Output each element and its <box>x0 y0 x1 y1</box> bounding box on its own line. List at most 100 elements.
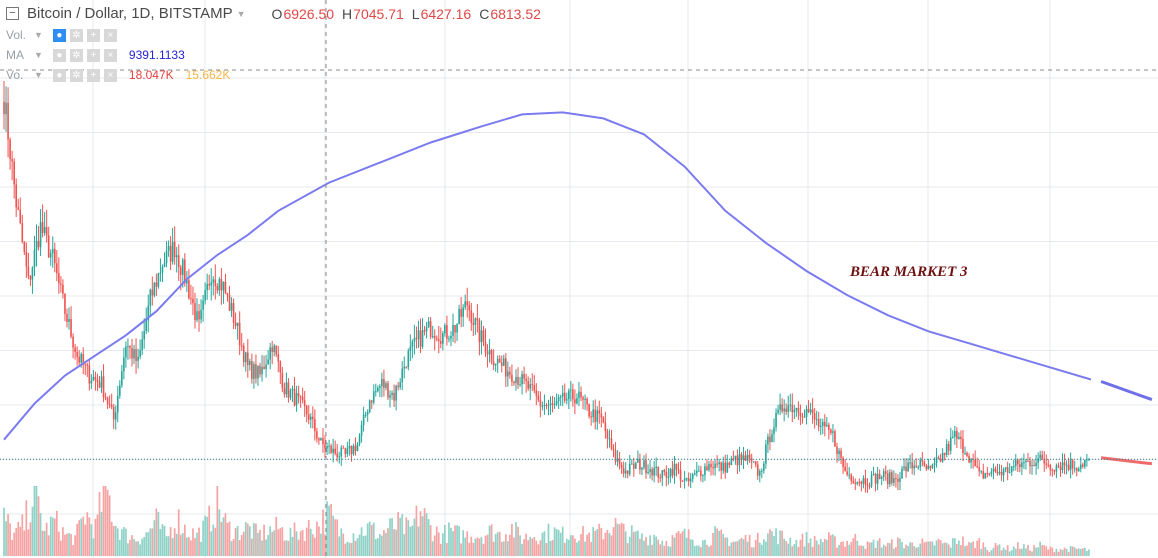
volume-bar <box>437 532 440 556</box>
volume-bar <box>527 540 530 556</box>
volume-bar <box>927 541 930 556</box>
volume-bar <box>919 543 922 556</box>
plus-icon[interactable]: + <box>86 68 100 82</box>
candle-body <box>267 359 269 365</box>
candle-body <box>405 366 408 368</box>
candle-body <box>608 438 611 440</box>
candle-body <box>647 472 649 474</box>
volume-bar <box>283 540 286 556</box>
volume-bar <box>641 533 643 556</box>
candle-body <box>255 364 257 379</box>
volume-bar <box>214 527 217 556</box>
volume-bar <box>781 530 783 556</box>
volume-bar <box>866 541 869 556</box>
candle-body <box>935 457 938 464</box>
indicator-row-ma[interactable]: MA ▼ ● ✲ + × 9391.1133 <box>6 48 185 62</box>
candle-body <box>765 444 767 464</box>
candle-body <box>368 400 371 413</box>
eye-icon[interactable]: ● <box>52 68 66 82</box>
volume-bar <box>836 547 838 556</box>
candle-body <box>17 207 20 210</box>
close-icon[interactable]: × <box>103 68 117 82</box>
volume-bar <box>681 531 684 556</box>
candle-body <box>244 352 247 363</box>
candle-body <box>748 454 751 459</box>
volume-bar <box>925 541 928 556</box>
volume-bar <box>708 546 710 556</box>
volume-bar <box>722 533 725 556</box>
candle-body <box>387 383 389 398</box>
candle-body <box>1063 462 1066 466</box>
indicator-name[interactable]: MA <box>6 48 24 62</box>
indicator-row-volume[interactable]: Vo. ▼ ● ✲ + × 18.047K 15.662K <box>6 68 230 82</box>
candle-body <box>1037 458 1039 463</box>
candle-body <box>738 454 741 466</box>
volume-bar <box>240 535 243 556</box>
volume-bar <box>647 545 649 556</box>
eye-icon[interactable]: ● <box>52 28 66 42</box>
candle-body <box>346 448 349 454</box>
candle-body <box>470 310 473 324</box>
candle-body <box>610 438 613 449</box>
volume-bar <box>496 532 499 556</box>
volume-bar <box>385 532 387 556</box>
indicator-name[interactable]: Vo. <box>6 68 24 82</box>
volume-bar <box>962 536 964 556</box>
volume-bar <box>376 538 379 556</box>
close-icon[interactable]: × <box>103 48 117 62</box>
candle-body <box>285 382 288 395</box>
candle-body <box>444 325 446 334</box>
chevron-down-icon[interactable]: ▼ <box>236 8 246 19</box>
candle-body <box>279 361 282 373</box>
volume-bar <box>1037 547 1039 556</box>
chart-title[interactable]: Bitcoin / Dollar, 1D, BITSTAMP <box>27 5 233 22</box>
volume-bar <box>565 538 568 556</box>
plus-icon[interactable]: + <box>86 48 100 62</box>
candle-body <box>834 431 836 447</box>
candle-body <box>76 351 78 357</box>
volume-bar <box>858 545 861 556</box>
candle-body <box>726 462 729 473</box>
volume-bar <box>661 540 664 556</box>
candle-body <box>502 358 505 366</box>
chevron-down-icon[interactable]: ▼ <box>34 70 43 80</box>
gear-icon[interactable]: ✲ <box>69 48 83 62</box>
candle-body <box>179 267 182 275</box>
candle-body <box>318 438 320 441</box>
volume-bar <box>114 526 117 556</box>
candle-body <box>316 431 318 439</box>
gear-icon[interactable]: ✲ <box>69 28 83 42</box>
candle-body <box>651 469 653 476</box>
candle-body <box>821 421 824 426</box>
volume-bar <box>92 538 95 556</box>
volume-bar <box>890 539 893 556</box>
candle-body <box>190 298 192 300</box>
candle-body <box>401 368 404 383</box>
chevron-down-icon[interactable]: ▼ <box>34 50 43 60</box>
candle-body <box>360 424 363 436</box>
candle-body <box>653 468 655 476</box>
indicator-name[interactable]: Vol. <box>6 28 27 42</box>
candle-body <box>698 470 700 472</box>
gear-icon[interactable]: ✲ <box>69 68 83 82</box>
volume-bar <box>665 540 668 556</box>
candle-body <box>941 452 944 462</box>
volume-bar <box>267 534 269 556</box>
indicator-row-vol[interactable]: Vol. ▼ ● ✲ + × <box>6 28 117 42</box>
chevron-down-icon[interactable]: ▼ <box>34 30 43 40</box>
volume-bar <box>1029 550 1031 556</box>
candle-body <box>582 397 584 400</box>
close-icon[interactable]: × <box>103 28 117 42</box>
candle-body <box>657 466 660 478</box>
eye-icon[interactable]: ● <box>52 48 66 62</box>
candle-body <box>1017 460 1019 465</box>
volume-bar <box>305 527 308 556</box>
candle-body <box>1029 460 1031 467</box>
volume-bar <box>415 505 418 556</box>
volume-bar <box>639 538 641 556</box>
plus-icon[interactable]: + <box>86 28 100 42</box>
minus-box-icon[interactable]: − <box>6 7 19 20</box>
candle-body <box>167 245 170 251</box>
candle-body <box>561 392 564 397</box>
